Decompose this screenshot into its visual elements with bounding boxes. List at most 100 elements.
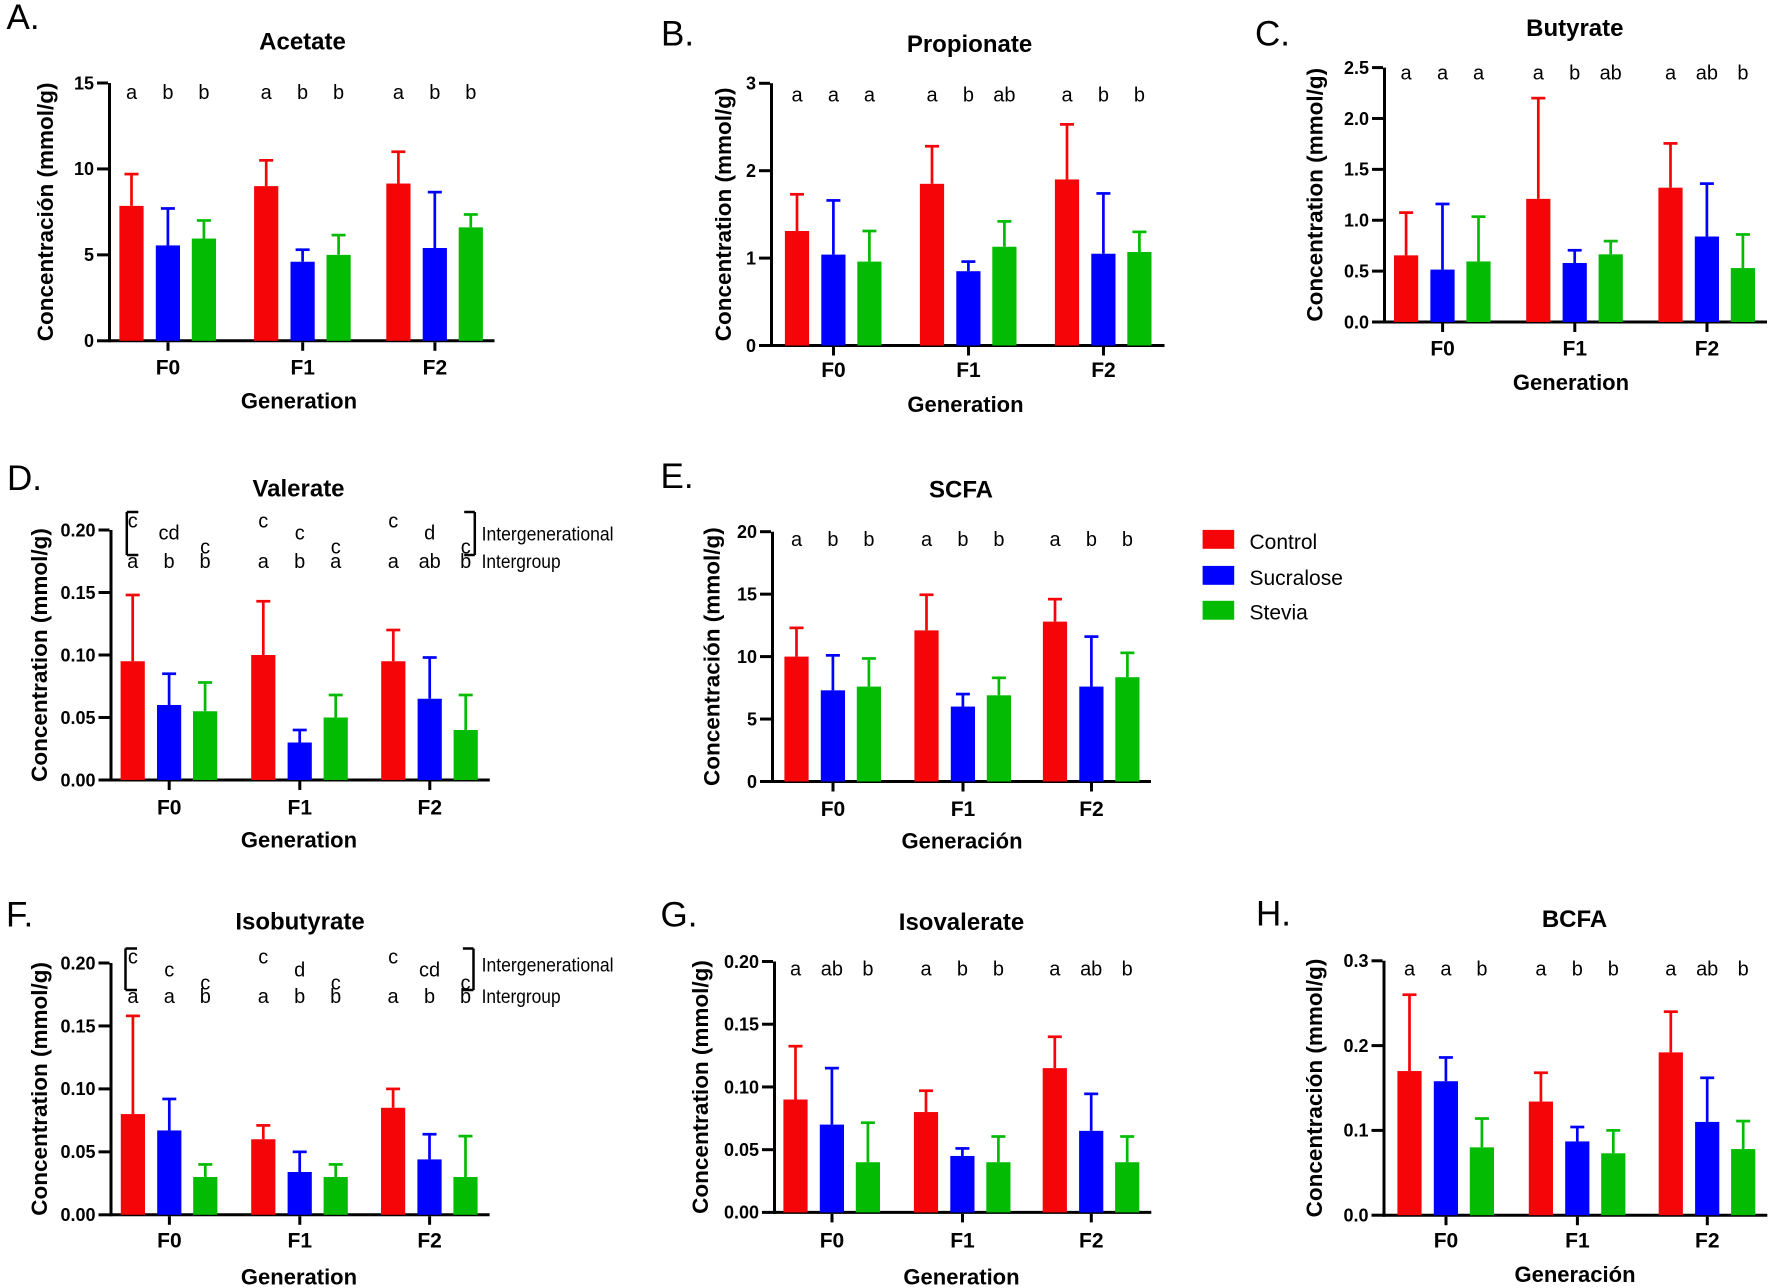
svg-text:20: 20 bbox=[737, 522, 757, 542]
svg-text:b: b bbox=[1476, 958, 1487, 980]
svg-text:b: b bbox=[333, 82, 344, 104]
svg-text:a: a bbox=[330, 551, 342, 573]
svg-text:F0: F0 bbox=[157, 1230, 182, 1253]
svg-text:B.: B. bbox=[661, 15, 694, 54]
svg-text:a: a bbox=[1049, 529, 1061, 551]
svg-text:b: b bbox=[1122, 959, 1133, 981]
svg-text:0.05: 0.05 bbox=[724, 1140, 759, 1160]
svg-text:0.15: 0.15 bbox=[60, 583, 95, 603]
svg-text:Sucralose: Sucralose bbox=[1250, 567, 1343, 590]
svg-text:c: c bbox=[388, 511, 398, 533]
svg-text:ab: ab bbox=[1080, 959, 1102, 981]
svg-text:a: a bbox=[258, 986, 270, 1008]
svg-text:b: b bbox=[460, 986, 471, 1008]
svg-text:Intergroup: Intergroup bbox=[482, 552, 561, 573]
svg-text:0.00: 0.00 bbox=[724, 1203, 759, 1223]
svg-text:a: a bbox=[1404, 958, 1416, 980]
svg-text:c: c bbox=[128, 511, 138, 533]
svg-text:b: b bbox=[827, 529, 838, 551]
svg-text:a: a bbox=[1533, 63, 1545, 85]
svg-text:0.3: 0.3 bbox=[1343, 951, 1368, 971]
svg-text:a: a bbox=[1535, 958, 1547, 980]
svg-text:5: 5 bbox=[747, 709, 757, 729]
svg-text:b: b bbox=[1122, 529, 1133, 551]
svg-text:b: b bbox=[863, 529, 874, 551]
svg-text:a: a bbox=[1061, 85, 1073, 107]
svg-text:Acetate: Acetate bbox=[259, 29, 346, 56]
svg-text:a: a bbox=[920, 959, 932, 981]
svg-text:F2: F2 bbox=[1079, 1230, 1104, 1253]
svg-text:10: 10 bbox=[74, 159, 94, 179]
svg-text:1: 1 bbox=[746, 248, 756, 268]
svg-text:c: c bbox=[258, 511, 268, 533]
svg-text:c: c bbox=[388, 947, 398, 969]
svg-text:b: b bbox=[330, 986, 341, 1008]
svg-text:a: a bbox=[926, 85, 938, 107]
svg-text:b: b bbox=[993, 959, 1004, 981]
svg-text:0.05: 0.05 bbox=[60, 708, 95, 728]
svg-text:F0: F0 bbox=[156, 357, 181, 380]
svg-text:b: b bbox=[1086, 529, 1097, 551]
svg-text:Concentration (mmol/g): Concentration (mmol/g) bbox=[27, 962, 52, 1216]
svg-text:a: a bbox=[258, 551, 270, 573]
svg-text:Valerate: Valerate bbox=[252, 476, 344, 503]
svg-text:a: a bbox=[164, 986, 176, 1008]
svg-text:a: a bbox=[828, 85, 840, 107]
svg-text:a: a bbox=[791, 85, 803, 107]
svg-text:Generación: Generación bbox=[1514, 1262, 1635, 1287]
svg-text:a: a bbox=[790, 959, 802, 981]
svg-text:c: c bbox=[258, 947, 268, 969]
svg-text:ab: ab bbox=[1696, 958, 1718, 980]
svg-text:0.2: 0.2 bbox=[1343, 1036, 1368, 1056]
svg-text:c: c bbox=[164, 960, 174, 982]
svg-text:Concentration (mmol/g): Concentration (mmol/g) bbox=[688, 960, 713, 1214]
svg-text:Generation: Generation bbox=[1513, 370, 1629, 395]
svg-text:ab: ab bbox=[1600, 63, 1622, 85]
svg-text:F1: F1 bbox=[956, 359, 981, 382]
svg-text:a: a bbox=[1665, 958, 1677, 980]
svg-text:c: c bbox=[200, 973, 210, 995]
svg-text:a: a bbox=[261, 82, 273, 104]
svg-text:c: c bbox=[331, 973, 341, 995]
svg-text:a: a bbox=[791, 529, 803, 551]
svg-text:2: 2 bbox=[746, 161, 756, 181]
svg-text:Concentración (mmol/g): Concentración (mmol/g) bbox=[33, 83, 58, 342]
svg-text:b: b bbox=[1737, 63, 1748, 85]
svg-text:F2: F2 bbox=[417, 1230, 442, 1253]
svg-text:a: a bbox=[1401, 63, 1413, 85]
svg-text:b: b bbox=[1572, 958, 1583, 980]
svg-text:F2: F2 bbox=[1091, 359, 1116, 382]
svg-text:5: 5 bbox=[84, 245, 94, 265]
svg-text:0.05: 0.05 bbox=[60, 1142, 95, 1162]
svg-text:F0: F0 bbox=[1430, 338, 1455, 361]
svg-text:0.5: 0.5 bbox=[1344, 261, 1369, 281]
svg-text:0.20: 0.20 bbox=[60, 953, 95, 973]
svg-text:c: c bbox=[295, 523, 305, 545]
svg-text:F1: F1 bbox=[1563, 338, 1588, 361]
svg-text:Propionate: Propionate bbox=[907, 31, 1032, 58]
svg-text:Generation: Generation bbox=[241, 1265, 357, 1288]
svg-text:b: b bbox=[162, 82, 173, 104]
svg-text:F0: F0 bbox=[820, 1230, 845, 1253]
svg-text:F2: F2 bbox=[423, 357, 448, 380]
svg-text:a: a bbox=[388, 986, 400, 1008]
svg-text:Butyrate: Butyrate bbox=[1526, 15, 1623, 42]
svg-text:0: 0 bbox=[84, 331, 94, 351]
svg-text:b: b bbox=[957, 959, 968, 981]
svg-text:3: 3 bbox=[746, 74, 756, 94]
svg-text:Concentración (mmol/g): Concentración (mmol/g) bbox=[1302, 959, 1327, 1218]
svg-text:c: c bbox=[461, 973, 471, 995]
svg-text:Generation: Generation bbox=[241, 389, 357, 414]
svg-text:d: d bbox=[424, 523, 435, 545]
svg-text:0.15: 0.15 bbox=[724, 1015, 759, 1035]
svg-text:Concentration (mmol/g): Concentration (mmol/g) bbox=[711, 88, 736, 342]
svg-text:10: 10 bbox=[737, 647, 757, 667]
svg-text:ab: ab bbox=[1696, 63, 1718, 85]
svg-text:Concentración (mmol/g): Concentración (mmol/g) bbox=[700, 527, 725, 786]
svg-text:F2: F2 bbox=[1695, 1230, 1720, 1253]
svg-text:b: b bbox=[1098, 85, 1109, 107]
svg-text:0.20: 0.20 bbox=[60, 520, 95, 540]
svg-text:c: c bbox=[331, 537, 341, 559]
svg-text:0: 0 bbox=[746, 336, 756, 356]
svg-text:a: a bbox=[127, 551, 139, 573]
